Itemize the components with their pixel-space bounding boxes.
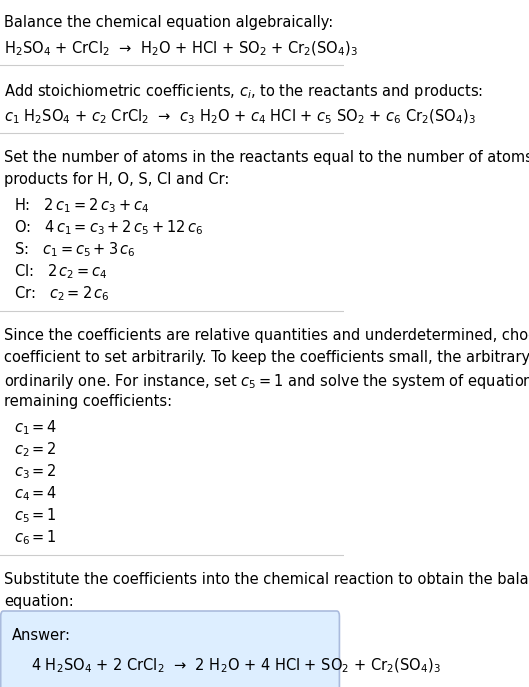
Text: ordinarily one. For instance, set $c_5 = 1$ and solve the system of equations fo: ordinarily one. For instance, set $c_5 =… <box>4 372 529 391</box>
Text: $c_2 = 2$: $c_2 = 2$ <box>14 440 57 459</box>
Text: H:   $2\,c_1 = 2\,c_3 + c_4$: H: $2\,c_1 = 2\,c_3 + c_4$ <box>14 196 149 214</box>
Text: $c_6 = 1$: $c_6 = 1$ <box>14 529 57 548</box>
Text: Since the coefficients are relative quantities and underdetermined, choose a: Since the coefficients are relative quan… <box>4 328 529 343</box>
Text: Balance the chemical equation algebraically:: Balance the chemical equation algebraica… <box>4 14 333 30</box>
Text: Answer:: Answer: <box>12 628 71 643</box>
Text: $c_1 = 4$: $c_1 = 4$ <box>14 418 57 437</box>
Text: $c_3 = 2$: $c_3 = 2$ <box>14 462 57 481</box>
Text: remaining coefficients:: remaining coefficients: <box>4 394 172 409</box>
Text: $c_5 = 1$: $c_5 = 1$ <box>14 506 57 526</box>
FancyBboxPatch shape <box>1 611 340 687</box>
Text: $c_1$ H$_2$SO$_4$ + $c_2$ CrCl$_2$  →  $c_3$ H$_2$O + $c_4$ HCl + $c_5$ SO$_2$ +: $c_1$ H$_2$SO$_4$ + $c_2$ CrCl$_2$ → $c_… <box>4 107 476 126</box>
Text: Add stoichiometric coefficients, $c_i$, to the reactants and products:: Add stoichiometric coefficients, $c_i$, … <box>4 82 484 101</box>
Text: Substitute the coefficients into the chemical reaction to obtain the balanced: Substitute the coefficients into the che… <box>4 572 529 587</box>
Text: H$_2$SO$_4$ + CrCl$_2$  →  H$_2$O + HCl + SO$_2$ + Cr$_2$(SO$_4$)$_3$: H$_2$SO$_4$ + CrCl$_2$ → H$_2$O + HCl + … <box>4 40 358 58</box>
Text: products for H, O, S, Cl and Cr:: products for H, O, S, Cl and Cr: <box>4 172 230 187</box>
Text: Cl:   $2\,c_2 = c_4$: Cl: $2\,c_2 = c_4$ <box>14 262 107 281</box>
Text: 4 H$_2$SO$_4$ + 2 CrCl$_2$  →  2 H$_2$O + 4 HCl + SO$_2$ + Cr$_2$(SO$_4$)$_3$: 4 H$_2$SO$_4$ + 2 CrCl$_2$ → 2 H$_2$O + … <box>31 656 441 675</box>
Text: O:   $4\,c_1 = c_3 + 2\,c_5 + 12\,c_6$: O: $4\,c_1 = c_3 + 2\,c_5 + 12\,c_6$ <box>14 218 203 236</box>
Text: equation:: equation: <box>4 594 74 609</box>
Text: coefficient to set arbitrarily. To keep the coefficients small, the arbitrary va: coefficient to set arbitrarily. To keep … <box>4 350 529 365</box>
Text: $c_4 = 4$: $c_4 = 4$ <box>14 484 57 503</box>
Text: S:   $c_1 = c_5 + 3\,c_6$: S: $c_1 = c_5 + 3\,c_6$ <box>14 240 135 259</box>
Text: Set the number of atoms in the reactants equal to the number of atoms in the: Set the number of atoms in the reactants… <box>4 150 529 164</box>
Text: Cr:   $c_2 = 2\,c_6$: Cr: $c_2 = 2\,c_6$ <box>14 284 110 303</box>
